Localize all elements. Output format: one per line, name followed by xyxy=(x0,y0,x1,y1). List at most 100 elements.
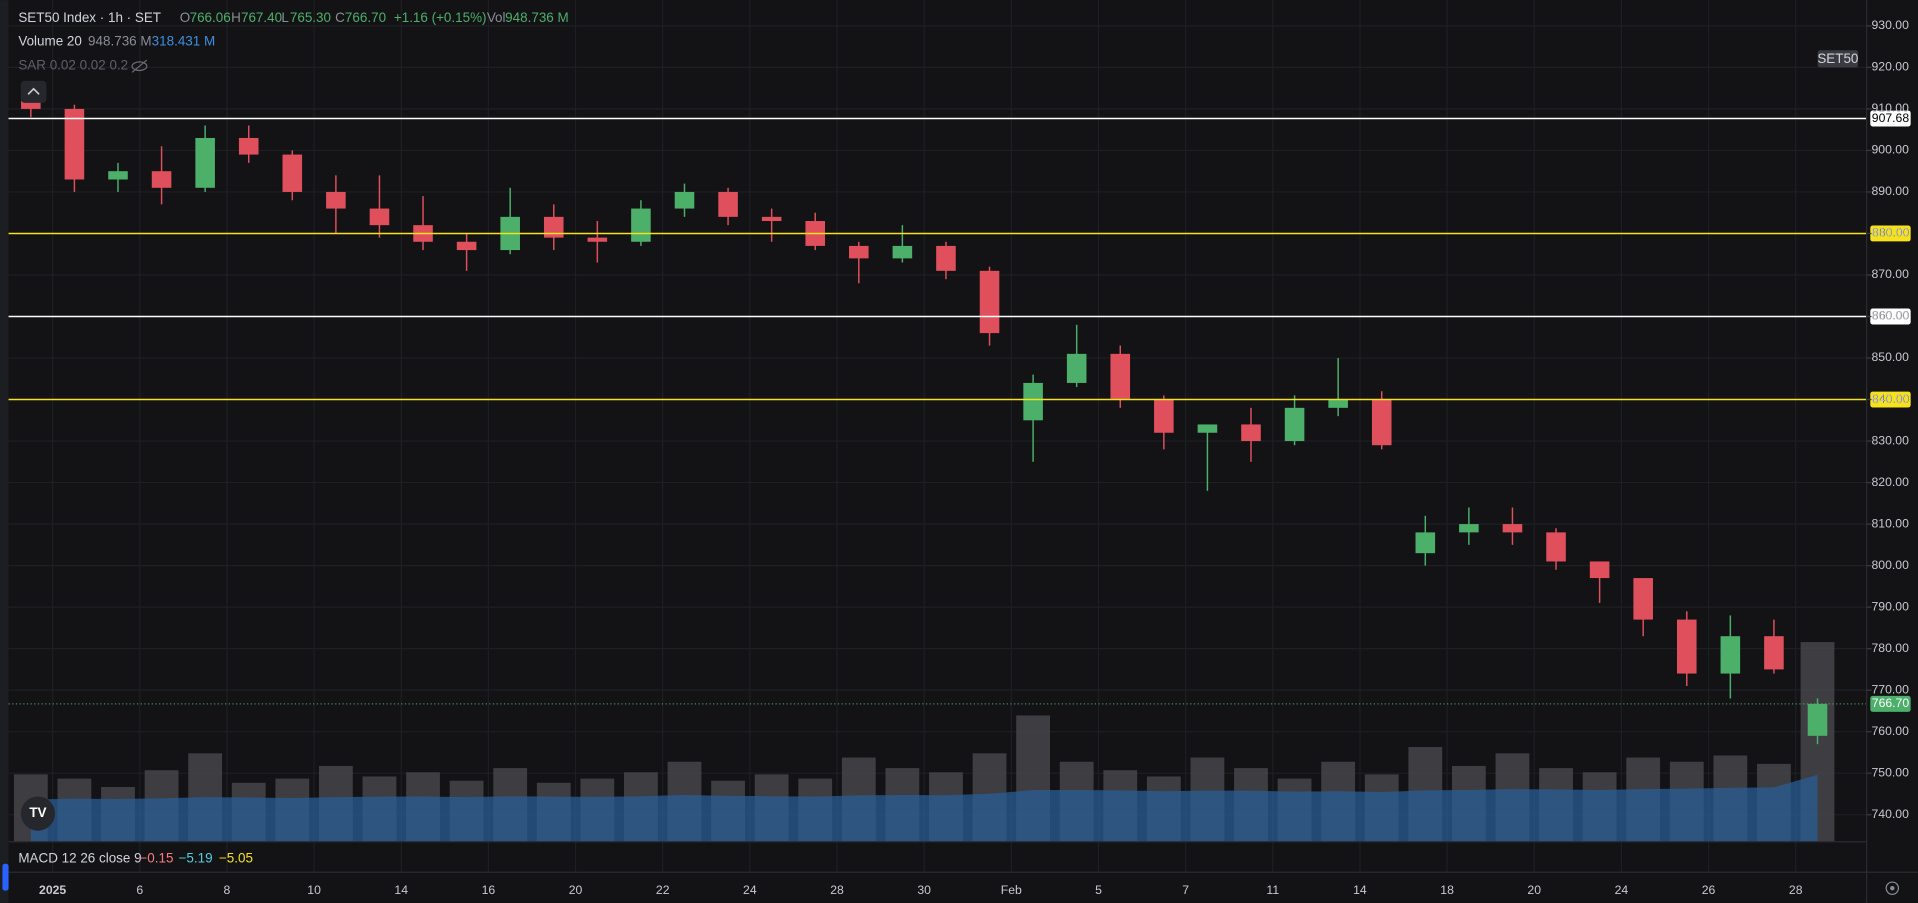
legend-h-label: H xyxy=(231,10,241,25)
x-tick-label: 2025 xyxy=(39,883,66,897)
level-tag xyxy=(1870,110,1911,127)
candle-body xyxy=(456,241,477,251)
candle-body xyxy=(1284,407,1305,442)
y-tick-label: 890.00 xyxy=(1872,184,1910,198)
candle-body xyxy=(1502,524,1523,533)
x-tick-label: 28 xyxy=(1789,883,1803,897)
x-tick-label: 28 xyxy=(830,883,844,897)
y-tick-label: 840.00 xyxy=(1872,392,1910,406)
candle-body xyxy=(1328,399,1348,408)
candle-body xyxy=(1415,532,1436,554)
y-tick-label: 920.00 xyxy=(1872,60,1910,74)
y-tick-label: 850.00 xyxy=(1872,350,1910,364)
x-tick-label: 24 xyxy=(743,883,757,897)
legend-high: 767.40 xyxy=(241,10,282,25)
candle-body xyxy=(1110,353,1131,400)
legend-change: +1.16 (+0.15%) xyxy=(394,10,487,25)
candle-body xyxy=(282,154,303,192)
candle-body xyxy=(64,108,85,180)
sar-legend: SAR 0.02 0.02 0.2 xyxy=(18,58,128,73)
y-tick-label: 900.00 xyxy=(1872,143,1910,157)
level-label: 880.00 xyxy=(1872,226,1910,240)
toolbar-handle[interactable] xyxy=(2,863,9,891)
volume-name: Volume 20 xyxy=(18,33,82,48)
symbol-badge-text: SET50 xyxy=(1817,51,1858,66)
x-tick-label: Feb xyxy=(1001,883,1022,897)
candle-body xyxy=(936,245,956,271)
level-tag xyxy=(1870,308,1911,325)
candle-body xyxy=(1154,399,1174,433)
volume-ma-value: 318.431 M xyxy=(152,33,216,48)
axes: 740.00 750.00 760.00 770.00 780.00 790.00 800.… xyxy=(39,18,1909,897)
candle-body xyxy=(1589,561,1610,579)
y-tick-label: 810.00 xyxy=(1872,516,1910,530)
x-tick-label: 14 xyxy=(1353,883,1367,897)
level-tag xyxy=(1870,391,1911,408)
legend-vol: 948.736 M xyxy=(505,10,569,25)
macd-value: −5.19 xyxy=(179,850,213,865)
macd-hist: −0.15 xyxy=(139,850,173,865)
candle-body xyxy=(849,245,869,259)
macd-name: MACD 12 26 close 9 xyxy=(18,850,141,865)
x-tick-label: 22 xyxy=(656,883,670,897)
level-tag xyxy=(1870,225,1911,242)
x-tick-label: 30 xyxy=(917,883,931,897)
candle-body xyxy=(1720,636,1741,674)
y-tick-label: 790.00 xyxy=(1872,599,1910,613)
level-label: 907.68 xyxy=(1872,111,1910,125)
candle-body xyxy=(195,137,215,188)
candle-body xyxy=(1023,382,1043,421)
collapse-button[interactable] xyxy=(20,80,47,103)
y-tick-label: 880.00 xyxy=(1872,226,1910,240)
candle-body xyxy=(1371,399,1392,446)
y-tick-label: 870.00 xyxy=(1872,267,1910,281)
candle-body xyxy=(979,270,1000,334)
candle-body xyxy=(1807,703,1828,736)
volume-value: 948.736 M xyxy=(88,33,152,48)
candle-body xyxy=(1066,353,1087,383)
x-tick-label: 6 xyxy=(136,883,143,897)
x-tick-label: 18 xyxy=(1440,883,1454,897)
x-tick-label: 14 xyxy=(394,883,408,897)
y-tick-label: 910.00 xyxy=(1872,101,1910,115)
symbol-badge: SET50 xyxy=(1817,50,1858,68)
candle-body xyxy=(543,216,564,238)
candle-body xyxy=(326,191,346,209)
candle-body xyxy=(151,171,172,188)
settings-button[interactable] xyxy=(1885,881,1900,895)
candle-body xyxy=(1633,578,1653,620)
hide-icon[interactable] xyxy=(131,59,148,73)
symbol-title: SET50 Index · 1h · SET xyxy=(18,10,161,25)
candle-body xyxy=(1764,636,1784,670)
legend-l-label: L xyxy=(281,10,289,25)
y-tick-label: 930.00 xyxy=(1872,18,1910,32)
x-tick-label: 5 xyxy=(1095,883,1102,897)
x-tick-label: 24 xyxy=(1615,883,1629,897)
volume-ma-area xyxy=(30,774,1818,842)
last-price-label: 766.70 xyxy=(1872,696,1910,710)
y-tick-label: 780.00 xyxy=(1872,641,1910,655)
left-toolbar-edge xyxy=(0,0,9,903)
y-tick-label: 830.00 xyxy=(1872,433,1910,447)
candle-body xyxy=(108,171,128,180)
y-tick-label: 800.00 xyxy=(1872,558,1910,572)
legend-low: 765.30 xyxy=(290,10,331,25)
x-tick-label: 16 xyxy=(482,883,496,897)
candle-body xyxy=(631,208,651,242)
x-tick-label: 11 xyxy=(1266,883,1279,897)
y-tick-label: 760.00 xyxy=(1872,724,1910,738)
candle-body xyxy=(1459,524,1479,533)
y-tick-label: 740.00 xyxy=(1872,807,1910,821)
candle-body xyxy=(761,216,782,222)
volume-pane xyxy=(13,642,1835,842)
candle-body xyxy=(718,191,738,217)
y-tick-label: 820.00 xyxy=(1872,475,1910,489)
legend-c-label: C xyxy=(335,10,345,25)
candle-body xyxy=(1546,532,1566,562)
level-label: 840.00 xyxy=(1872,392,1910,406)
x-tick-label: 26 xyxy=(1702,883,1716,897)
logo[interactable]: TV xyxy=(20,796,56,831)
x-tick-label: 20 xyxy=(569,883,583,897)
levels: 907.68 880.00 860.00 840.00 766.70 xyxy=(8,110,1911,712)
